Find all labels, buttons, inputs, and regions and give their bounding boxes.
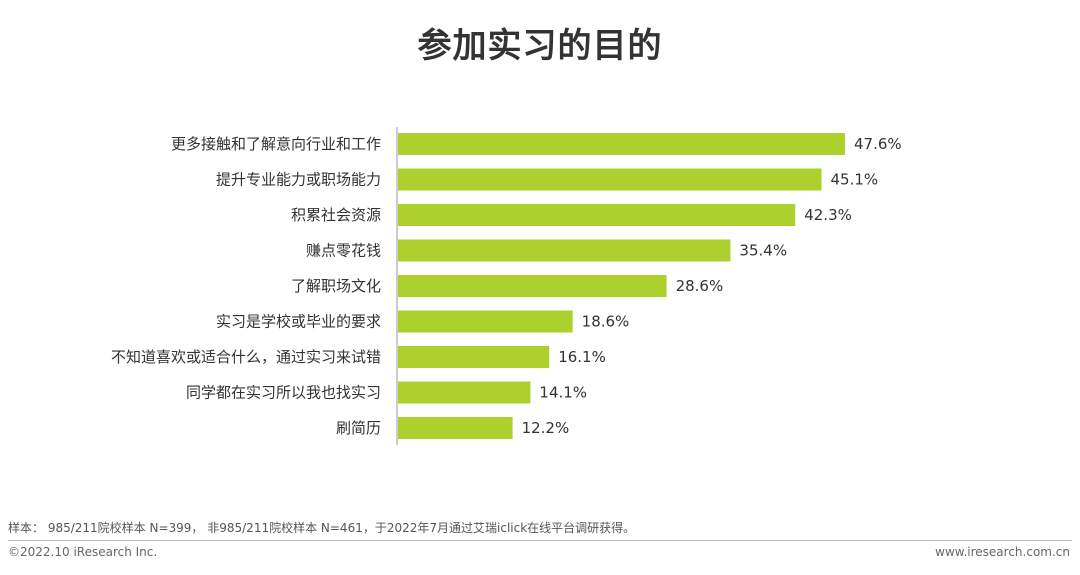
website-link[interactable]: www.iresearch.com.cn (935, 545, 1070, 559)
page-title: 参加实习的目的 (417, 26, 663, 66)
bar-3 (398, 239, 731, 262)
value-label-7: 14.1% (539, 384, 587, 402)
category-label-1: 提升专业能力或职场能力 (216, 171, 381, 189)
bar-4 (398, 275, 667, 297)
category-label-3: 赚点零花钱 (306, 242, 381, 260)
bar-0 (398, 133, 845, 155)
value-label-5: 18.6% (582, 313, 630, 331)
bars-group: 更多接触和了解意向行业和工作 47.6% 提升专业能力或职场能力 45.1% 积累社会资… (111, 133, 902, 439)
bar-1 (398, 168, 822, 191)
category-label-5: 实习是学校或毕业的要求 (216, 313, 381, 331)
footer-divider (8, 540, 1072, 541)
bar-8 (398, 417, 513, 439)
copyright-text: ©2022.10 iResearch Inc. (8, 545, 158, 559)
sample-note: 样本： 985/211院校样本 N=399， 非985/211院校样本 N=46… (8, 521, 636, 535)
category-label-8: 刷简历 (336, 419, 381, 437)
category-label-4: 了解职场文化 (291, 277, 381, 295)
category-label-6: 不知道喜欢或适合什么，通过实习来试错 (111, 348, 381, 366)
value-label-0: 47.6% (854, 135, 902, 153)
bar-6 (398, 346, 550, 368)
value-label-8: 12.2% (522, 419, 570, 437)
value-label-6: 16.1% (558, 348, 606, 366)
category-label-7: 同学都在实习所以我也找实习 (186, 384, 381, 402)
value-label-4: 28.6% (676, 277, 724, 295)
value-label-1: 45.1% (831, 171, 879, 189)
category-label-0: 更多接触和了解意向行业和工作 (171, 135, 381, 153)
value-label-3: 35.4% (739, 242, 787, 260)
bar-2 (398, 204, 796, 226)
bar-chart: 更多接触和了解意向行业和工作 47.6% 提升专业能力或职场能力 45.1% 积累社会资… (111, 127, 902, 445)
value-label-2: 42.3% (804, 206, 852, 224)
bar-7 (398, 381, 531, 404)
category-label-2: 积累社会资源 (291, 206, 381, 224)
bar-5 (398, 310, 573, 333)
